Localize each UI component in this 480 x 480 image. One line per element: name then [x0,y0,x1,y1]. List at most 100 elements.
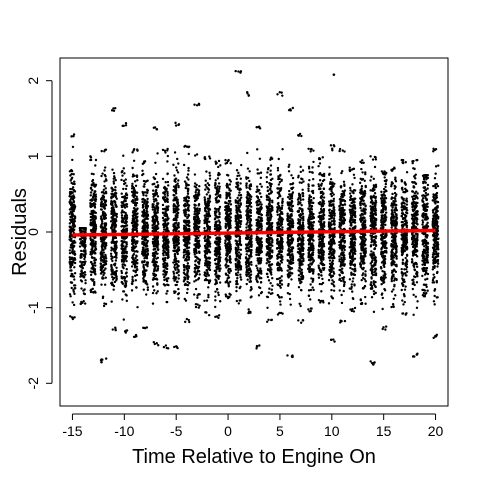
data-point [265,320,269,324]
data-point [70,172,73,176]
data-point [259,216,262,219]
data-point [134,242,137,246]
data-point [255,195,259,198]
data-point [186,262,190,265]
data-point [132,186,135,189]
data-point [73,272,77,275]
data-point [100,358,103,361]
data-point [68,212,71,216]
data-point [92,219,95,222]
data-point [94,248,97,251]
data-point [184,282,187,286]
data-point [166,251,169,254]
data-point [205,212,208,216]
data-point [227,199,231,203]
data-point [89,223,93,227]
data-point [271,244,274,248]
data-point [236,187,240,191]
data-point [90,271,94,274]
data-point [102,226,106,230]
data-point [132,192,135,195]
data-point [184,144,187,148]
data-point [131,275,134,279]
data-point [100,250,103,253]
data-point [70,135,73,138]
data-point [184,208,187,211]
data-point [125,205,129,208]
data-point [193,173,197,176]
data-point [225,161,229,165]
data-point [260,185,263,188]
data-point [79,302,82,306]
data-point [162,225,166,229]
data-point [136,149,139,152]
data-point [92,192,95,196]
data-point [269,216,272,219]
data-point [280,211,284,214]
data-point [226,192,229,195]
data-point [103,272,106,275]
data-point [197,227,200,231]
data-point [84,273,87,276]
data-point [269,246,272,250]
data-point [186,280,189,283]
data-point [265,262,268,265]
data-point [238,187,242,190]
data-point [165,292,168,295]
data-point [112,171,116,175]
data-point [217,159,221,163]
data-point [291,253,294,256]
data-point [265,237,269,241]
data-point [124,256,127,259]
data-point [131,280,134,283]
data-point [177,274,180,277]
data-point [120,178,123,182]
data-point [228,251,231,254]
data-point [100,200,104,204]
data-point [193,204,197,207]
data-point [156,207,160,211]
data-point [257,223,260,227]
data-point [104,166,107,169]
data-point [281,204,284,207]
data-point [256,148,259,151]
data-point [136,258,139,262]
data-point [172,261,175,264]
data-point [188,242,191,245]
data-point [69,187,72,191]
data-point [225,260,228,264]
data-point [238,210,241,213]
data-point [248,268,251,271]
data-point [215,198,218,202]
data-point [280,178,283,182]
data-point [217,219,220,222]
data-point [259,182,262,186]
data-point [72,203,76,207]
data-point [100,174,103,178]
data-point [256,345,259,348]
data-point [100,283,103,286]
data-point [239,202,243,205]
data-point [203,198,207,201]
data-point [73,261,77,265]
data-point [133,220,136,223]
data-point [125,218,128,221]
data-point [143,218,146,221]
data-point [102,190,105,194]
data-point [110,241,114,244]
data-point [151,285,155,288]
data-point [113,222,117,225]
data-point [172,275,176,278]
data-point [176,250,179,253]
data-point [187,169,190,172]
data-point [123,214,127,218]
data-point [81,266,85,270]
data-point [207,293,210,297]
data-point [91,244,94,248]
data-point [134,204,138,207]
data-point [247,265,250,268]
data-point [198,221,201,225]
data-point [173,244,176,247]
data-point [176,292,180,296]
data-point [249,289,252,292]
